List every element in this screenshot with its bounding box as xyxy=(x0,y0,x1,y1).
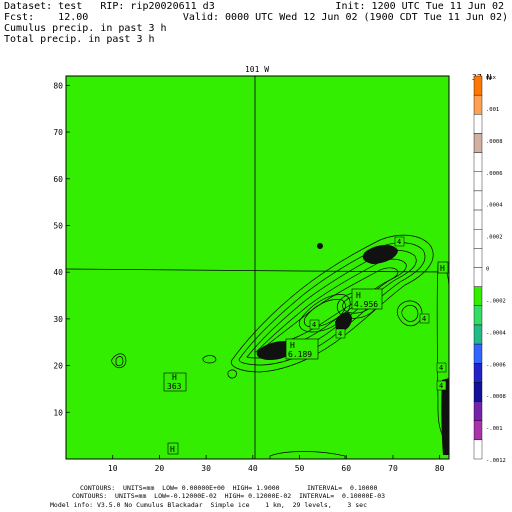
y-tick-label: 30 xyxy=(53,315,63,324)
contour-label: 4 xyxy=(309,319,320,330)
color-bar-label: .0002 xyxy=(486,235,503,241)
color-bar-label: .0006 xyxy=(486,171,503,177)
high-marker: H xyxy=(167,442,179,455)
color-swatch xyxy=(473,324,483,345)
svg-text:H: H xyxy=(356,291,361,300)
svg-text:4: 4 xyxy=(312,321,316,329)
color-bar: max .001 .0008 .0006 .0004 .0002 0 -.0002 -.0004… xyxy=(473,75,507,464)
header-valid: Valid: 0000 UTC Wed 12 Jun 02 (1900 CDT … xyxy=(182,12,508,23)
footer-contours-2: CONTOURS: UNITS=mm LOW=-0.12000E-02 HIGH… xyxy=(72,492,386,500)
y-tick-label: 60 xyxy=(53,175,63,184)
y-tick-label: 80 xyxy=(53,81,63,90)
color-swatch xyxy=(473,114,483,134)
color-swatch xyxy=(473,382,483,402)
color-bar-label: -.0006 xyxy=(486,362,506,368)
x-axis: 10 20 30 40 50 60 70 80 xyxy=(108,455,445,473)
longitude-label: 101 W xyxy=(245,65,269,74)
color-swatch xyxy=(473,133,483,153)
color-swatch xyxy=(473,209,483,230)
svg-text:4: 4 xyxy=(397,238,401,246)
color-bar-label: 0 xyxy=(486,267,489,273)
x-tick-label: 50 xyxy=(295,464,305,473)
high-marker: H xyxy=(437,261,449,274)
color-swatch xyxy=(473,267,483,287)
svg-text:363: 363 xyxy=(167,382,182,391)
high-marker: H 4.956 xyxy=(351,288,383,310)
parallel-line xyxy=(65,268,450,273)
header-field-1: Cumulus precip. in past 3 h xyxy=(4,23,167,34)
color-swatch xyxy=(473,363,483,383)
color-swatch xyxy=(473,420,483,441)
color-swatch xyxy=(473,75,483,96)
color-swatch xyxy=(473,190,483,211)
header-dataset: Dataset: test RIP: rip20020611 d3 xyxy=(4,1,215,12)
svg-text:6.189: 6.189 xyxy=(288,350,312,359)
x-tick-label: 20 xyxy=(155,464,165,473)
color-bar-label: -.0008 xyxy=(486,394,506,400)
color-bar-label: .0004 xyxy=(486,203,503,209)
high-marker: H 363 xyxy=(163,372,187,392)
svg-text:4.956: 4.956 xyxy=(354,300,378,309)
x-tick-label: 10 xyxy=(108,464,118,473)
svg-text:H: H xyxy=(440,264,445,273)
color-swatch xyxy=(473,228,483,249)
color-swatch xyxy=(473,94,483,115)
contour-label: 4 xyxy=(436,380,447,391)
header-init: Init: 1200 UTC Tue 11 Jun 02 xyxy=(335,1,504,12)
svg-text:H: H xyxy=(170,445,175,454)
svg-text:4: 4 xyxy=(422,315,426,323)
header-forecast: Fcst: 12.00 xyxy=(4,12,89,23)
color-bar-label: max xyxy=(486,75,497,81)
footer-model-info: Model info: V3.5.0 No Cumulus Blackadar … xyxy=(50,501,367,509)
y-axis: 10 20 30 40 50 60 70 80 xyxy=(53,81,70,417)
contour-label: 4 xyxy=(419,313,430,324)
x-tick-label: 80 xyxy=(435,464,445,473)
color-swatch xyxy=(473,248,483,268)
y-tick-label: 20 xyxy=(53,362,63,371)
svg-text:H: H xyxy=(290,341,295,350)
svg-text:4: 4 xyxy=(439,364,443,372)
color-swatch xyxy=(473,152,483,172)
color-bar-label: -.0002 xyxy=(486,298,506,304)
color-swatch xyxy=(473,305,483,326)
y-tick-label: 40 xyxy=(53,268,63,277)
header-field-2: Total precip. in past 3 h xyxy=(4,34,155,45)
svg-text:H: H xyxy=(172,373,177,382)
color-swatch xyxy=(473,439,483,460)
color-swatch xyxy=(473,343,483,364)
svg-text:4: 4 xyxy=(439,382,443,390)
map-plot-area xyxy=(65,75,450,460)
contour-label: 4 xyxy=(335,328,346,339)
svg-text:4: 4 xyxy=(338,330,342,338)
y-tick-label: 10 xyxy=(53,408,63,417)
footer-contours-1: CONTOURS: UNITS=mm LOW= 0.00000E+00 HIGH… xyxy=(80,484,378,492)
color-bar-label: .001 xyxy=(486,107,499,113)
contour-label: 4 xyxy=(436,362,447,373)
color-swatch xyxy=(473,401,483,421)
x-tick-label: 70 xyxy=(388,464,398,473)
color-swatch xyxy=(473,286,483,306)
x-tick-label: 60 xyxy=(341,464,351,473)
x-tick-label: 40 xyxy=(248,464,258,473)
y-tick-label: 70 xyxy=(53,128,63,137)
color-bar-label: -.001 xyxy=(486,426,503,432)
color-swatch xyxy=(473,171,483,192)
y-tick-label: 50 xyxy=(53,221,63,230)
color-bar-label: -.0012 xyxy=(486,458,506,464)
high-marker: H 6.189 xyxy=(285,338,319,360)
contour-label: 4 xyxy=(394,236,405,247)
x-tick-label: 30 xyxy=(201,464,211,473)
color-bar-label: .0008 xyxy=(486,139,503,145)
color-bar-label: -.0004 xyxy=(486,330,507,336)
